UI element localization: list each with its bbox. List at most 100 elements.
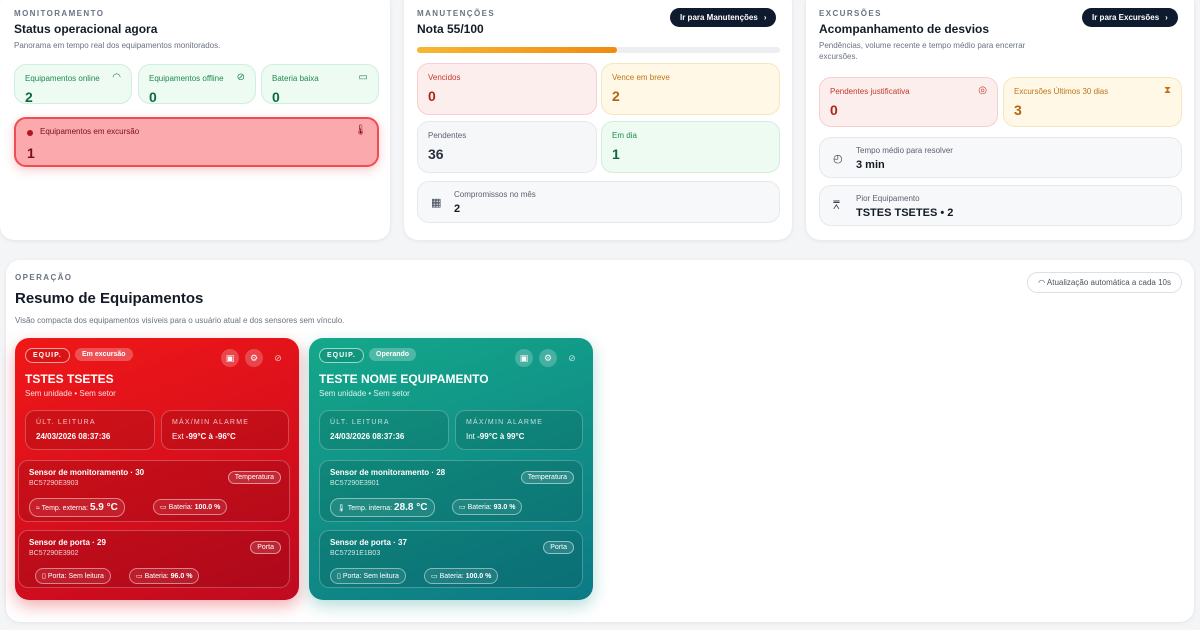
last30-value: 3: [1014, 102, 1022, 118]
online-label: Equipamentos online: [25, 74, 100, 83]
excursion-tile[interactable]: Equipamentos em excursão 🌡︎ 1: [14, 117, 379, 167]
online-tile[interactable]: Equipamentos online ◠ 2: [14, 64, 132, 105]
wifi-icon: ◠: [112, 72, 121, 83]
offline-tile[interactable]: Equipamentos offline ⊘ 0: [138, 64, 256, 105]
equipment-location: Sem unidade • Sem setor: [25, 389, 116, 398]
monitoring-eyebrow: MONITORAMENTO: [14, 9, 105, 18]
pending-tile[interactable]: Pendentes 36: [417, 121, 597, 173]
offline-label: Equipamentos offline: [149, 74, 224, 83]
calendar-icon: ▦: [431, 197, 442, 209]
sensor-type-badge: Porta: [250, 541, 281, 554]
alarm-box: MÁX/MIN ALARME Int -99°C à 99°C: [455, 410, 583, 450]
maintenance-card: MANUTENÇÕES Nota 55/100 Ir para Manutenç…: [404, 0, 792, 240]
auto-refresh-badge: ◠ Atualização automática a cada 10s: [1027, 272, 1182, 293]
bell-off-icon[interactable]: ⊘: [274, 352, 282, 363]
battery-icon: ▭: [160, 504, 167, 511]
operation-title: Resumo de Equipamentos: [15, 290, 204, 307]
maintenance-eyebrow: MANUTENÇÕES: [417, 9, 496, 18]
sensor-name: Sensor de monitoramento · 28: [330, 468, 446, 477]
equipment-name: TESTE NOME EQUIPAMENTO: [319, 372, 489, 386]
thermometer-icon: 🌡︎: [354, 125, 367, 136]
sensor-name: Sensor de porta · 29: [29, 538, 106, 547]
excursions-title: Acompanhamento de desvios: [819, 22, 990, 36]
sensor-card[interactable]: Sensor de monitoramento · 30 BC57290E390…: [18, 460, 290, 522]
worst-equipment-tile[interactable]: ⩞ Pior Equipamento TSTES TSETES • 2: [819, 185, 1182, 226]
battery-label: Bateria:: [439, 573, 464, 580]
battery-tile[interactable]: Bateria baixa ▭ 0: [261, 64, 379, 105]
avg-time-value: 3 min: [856, 159, 885, 171]
last-reading-label: ÚLT. LEITURA: [330, 419, 390, 426]
go-excursions-label: Ir para Excursões: [1092, 13, 1160, 22]
score-progress-bar: [417, 47, 780, 53]
equipment-card[interactable]: EQUIP. Operando ▣ ⚙ ⊘ TESTE NOME EQUIPAM…: [309, 338, 593, 600]
reading-value: 28.8 °C: [394, 502, 428, 513]
battery-label: Bateria:: [168, 504, 193, 511]
battery-tag: ▭ Bateria: 100.0 %: [153, 499, 228, 515]
go-excursions-button[interactable]: Ir para Excursões ›: [1082, 8, 1178, 27]
overdue-tile[interactable]: Vencidos 0: [417, 63, 597, 115]
due-soon-label: Vence em breve: [612, 73, 670, 82]
reading-label: Temp. externa:: [41, 505, 88, 512]
operation-subtitle: Visão compacta dos equipamentos visíveis…: [15, 316, 345, 325]
equipment-tag: EQUIP.: [25, 348, 70, 363]
battery-value: 96.0 %: [170, 573, 193, 580]
sensor-name: Sensor de monitoramento · 30: [29, 468, 145, 477]
wave-icon: ≈: [36, 505, 40, 512]
bell-off-icon[interactable]: ⊘: [568, 352, 576, 363]
wifi-off-icon: ⊘: [236, 72, 245, 83]
battery-label: Bateria baixa: [272, 74, 319, 83]
worst-equipment-value: TSTES TSETES • 2: [856, 207, 954, 219]
month-commitments-value: 2: [454, 203, 461, 215]
battery-icon: ▭: [459, 504, 466, 511]
alarm-prefix: Int: [466, 432, 475, 441]
pending-justification-tile[interactable]: Pendentes justificativa ◎ 0: [819, 77, 998, 127]
chevron-right-icon: ›: [1165, 13, 1168, 22]
qr-code-icon[interactable]: ▣: [221, 349, 239, 367]
pending-justification-label: Pendentes justificativa: [830, 87, 910, 96]
last-reading-label: ÚLT. LEITURA: [36, 419, 96, 426]
alarm-value: Int -99°C à 99°C: [466, 432, 524, 441]
gear-icon[interactable]: ⚙: [245, 349, 263, 367]
alarm-range: -99°C à -96°C: [185, 432, 236, 441]
avg-time-tile[interactable]: ◴ Tempo médio para resolver 3 min: [819, 137, 1182, 178]
reading-label: Porta:: [342, 573, 362, 580]
last-reading-box: ÚLT. LEITURA 24/03/2026 08:37:36: [319, 410, 449, 450]
reading-value: Sem leitura: [363, 573, 399, 580]
battery-tag: ▭ Bateria: 96.0 %: [129, 568, 200, 584]
sensor-card[interactable]: Sensor de porta · 37 BC57291E1B03 Porta …: [319, 530, 583, 588]
sensor-name: Sensor de porta · 37: [330, 538, 407, 547]
alarm-box: MÁX/MIN ALARME Ext -99°C à -96°C: [161, 410, 289, 450]
sensor-type-badge: Temperatura: [227, 471, 281, 484]
auto-refresh-label: Atualização automática a cada 10s: [1046, 278, 1171, 287]
battery-value: 93.0 %: [493, 504, 516, 511]
qr-code-icon[interactable]: ▣: [515, 349, 533, 367]
battery-label: Bateria:: [467, 504, 492, 511]
maintenance-title: Nota 55/100: [417, 22, 484, 36]
battery-icon: ▭: [358, 72, 368, 83]
due-soon-tile[interactable]: Vence em breve 2: [601, 63, 780, 115]
sensor-id: BC57290E3902: [29, 550, 79, 557]
reading-value: Sem leitura: [68, 573, 104, 580]
pending-value: 36: [428, 146, 444, 162]
up-to-date-value: 1: [612, 146, 620, 162]
equipment-card[interactable]: EQUIP. Em excursão ▣ ⚙ ⊘ TSTES TSETES Se…: [15, 338, 299, 600]
door-icon: ▯: [337, 573, 341, 580]
status-badge: Operando: [369, 348, 417, 361]
alarm-label: MÁX/MIN ALARME: [172, 419, 250, 426]
last30-tile[interactable]: Excursões Últimos 30 dias ⧗ 3: [1003, 77, 1182, 127]
go-maintenance-label: Ir para Manutenções: [680, 13, 758, 22]
online-value: 2: [25, 89, 33, 105]
month-commitments-tile[interactable]: ▦ Compromissos no mês 2: [417, 181, 780, 223]
monitoring-subtitle: Panorama em tempo real dos equipamentos …: [14, 41, 221, 50]
gear-icon[interactable]: ⚙: [539, 349, 557, 367]
alarm-value: Ext -99°C à -96°C: [172, 432, 236, 441]
equipment-tag: EQUIP.: [319, 348, 364, 363]
battery-value: 100.0 %: [465, 573, 492, 580]
go-maintenance-button[interactable]: Ir para Manutenções ›: [670, 8, 777, 27]
sensor-card[interactable]: Sensor de monitoramento · 28 BC57290E390…: [319, 460, 583, 522]
status-badge: Em excursão: [75, 348, 133, 361]
excursions-eyebrow: EXCURSÕES: [819, 9, 882, 18]
sensor-card[interactable]: Sensor de porta · 29 BC57290E3902 Porta …: [18, 530, 290, 588]
up-to-date-tile[interactable]: Em dia 1: [601, 121, 780, 173]
excursion-label: Equipamentos em excursão: [40, 127, 140, 136]
